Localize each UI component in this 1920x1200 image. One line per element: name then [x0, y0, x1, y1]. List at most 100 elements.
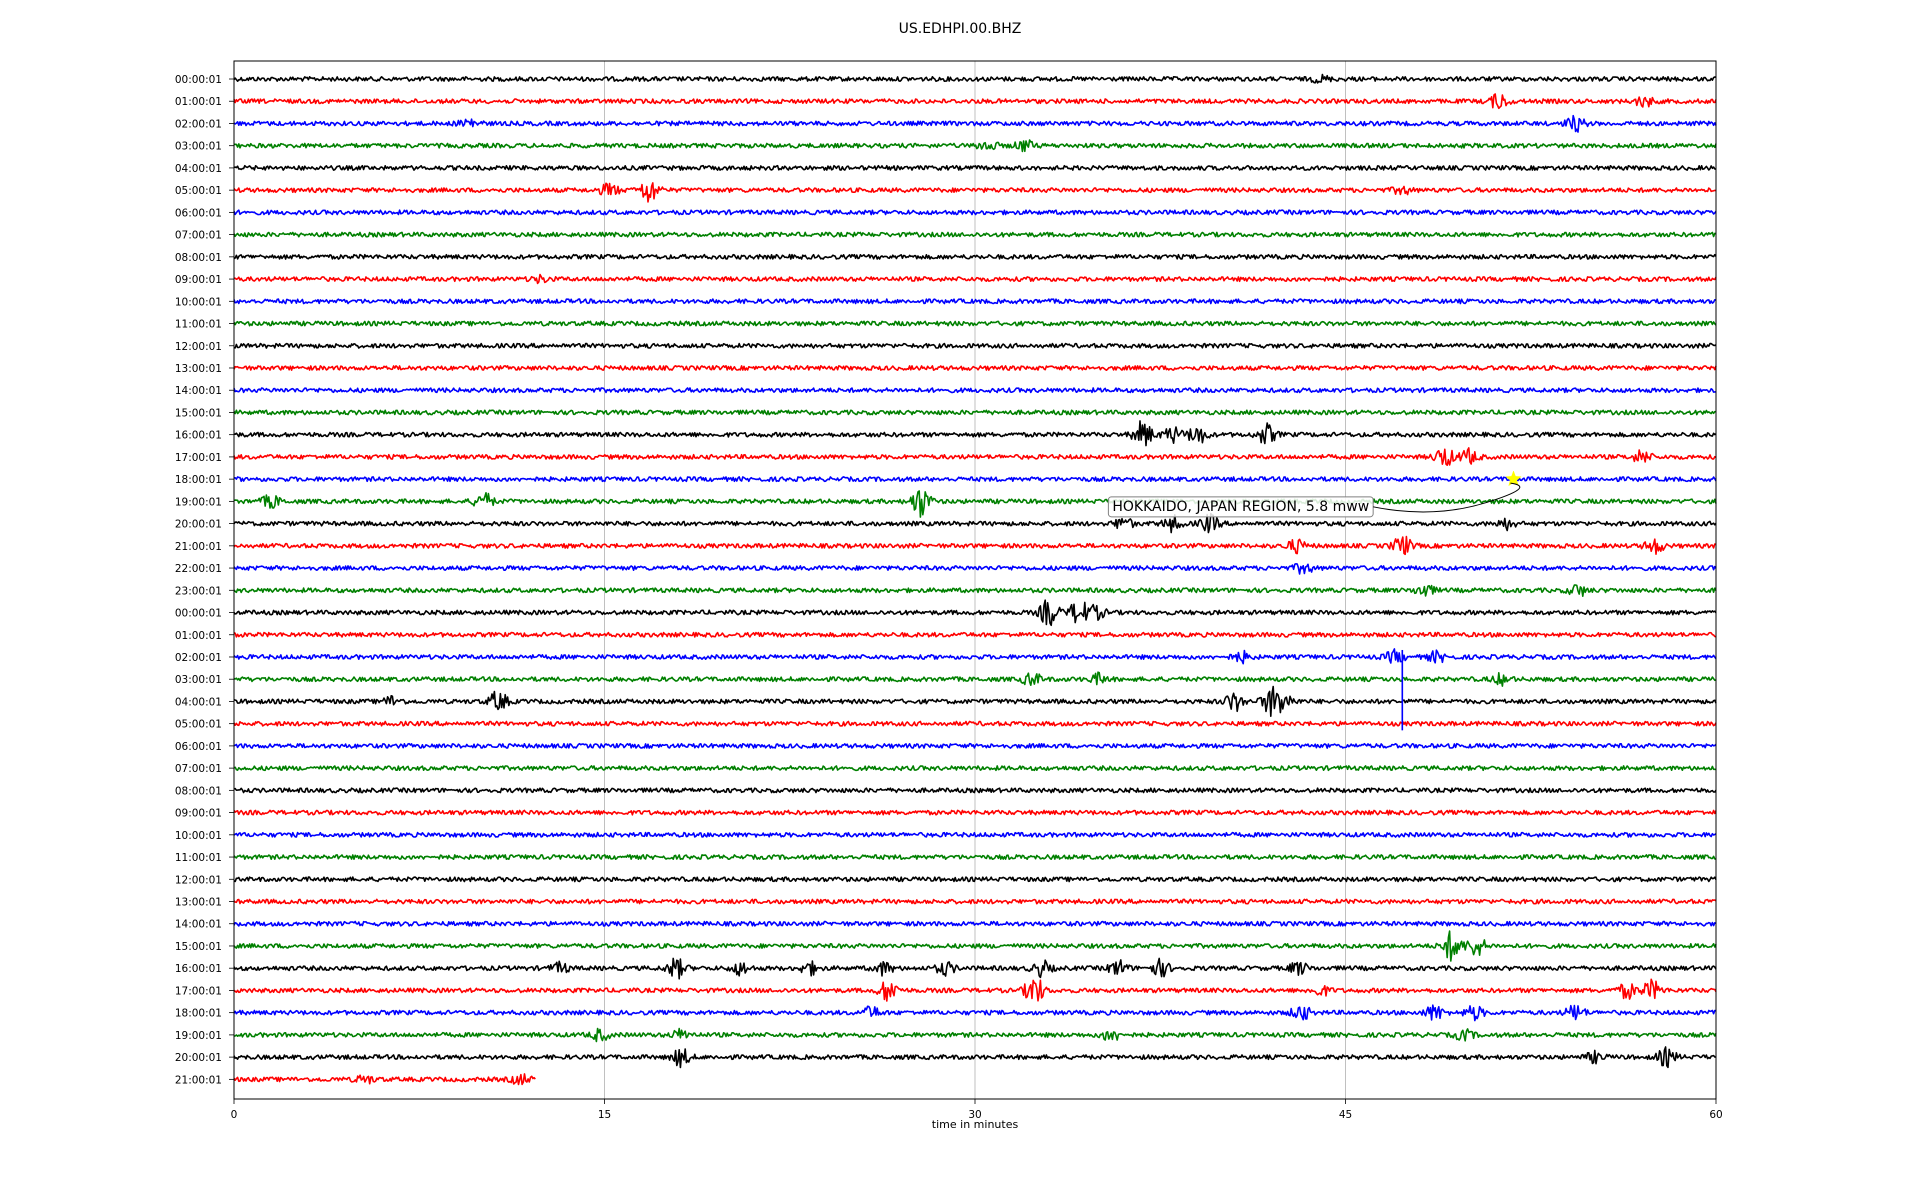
row-label-38: 14:00:01 [175, 919, 222, 931]
trace-row-25 [233, 631, 1717, 638]
event-star-marker [1505, 470, 1522, 487]
row-label-44: 20:00:01 [175, 1052, 222, 1064]
row-label-41: 17:00:01 [175, 985, 222, 997]
row-label-32: 08:00:01 [175, 785, 222, 797]
row-label-39: 15:00:01 [175, 941, 222, 953]
row-label-23: 23:00:01 [175, 585, 222, 597]
row-label-40: 16:00:01 [175, 963, 222, 975]
trace-row-40 [233, 957, 1717, 980]
trace-row-8 [233, 253, 1717, 260]
row-label-26: 02:00:01 [175, 652, 222, 664]
trace-row-38 [233, 920, 1717, 927]
row-label-33: 09:00:01 [175, 808, 222, 820]
trace-row-3 [233, 139, 1717, 153]
trace-row-19 [233, 490, 1717, 518]
trace-row-7 [233, 231, 1717, 238]
row-label-45: 21:00:01 [175, 1074, 222, 1086]
trace-row-35 [233, 854, 1717, 860]
row-label-19: 19:00:01 [175, 496, 222, 508]
trace-row-32 [233, 787, 1717, 794]
trace-row-0 [233, 73, 1717, 84]
trace-row-12 [233, 342, 1717, 349]
trace-row-5 [233, 182, 1717, 203]
x-axis-ticks: 0 15 30 45 60 [231, 1099, 1723, 1121]
row-label-37: 13:00:01 [175, 897, 222, 909]
row-label-25: 01:00:01 [175, 630, 222, 642]
trace-row-2 [233, 114, 1717, 133]
row-label-13: 13:00:01 [175, 363, 222, 375]
row-label-0: 00:00:01 [175, 74, 222, 86]
x-tick-label-3: 45 [1339, 1109, 1352, 1121]
row-label-34: 10:00:01 [175, 830, 222, 842]
trace-row-14 [233, 387, 1717, 394]
trace-row-16 [233, 420, 1717, 447]
x-tick-label-1: 15 [598, 1109, 611, 1121]
trace-row-20 [233, 512, 1717, 534]
row-label-7: 07:00:01 [175, 230, 222, 242]
x-tick-label-0: 0 [231, 1109, 238, 1121]
row-label-22: 22:00:01 [175, 563, 222, 575]
event-annotation-text: HOKKAIDO, JAPAN REGION, 5.8 mww [1112, 499, 1369, 515]
row-label-9: 09:00:01 [175, 274, 222, 286]
row-label-43: 19:00:01 [175, 1030, 222, 1042]
trace-row-44 [233, 1046, 1717, 1069]
trace-row-17 [233, 447, 1717, 466]
row-label-17: 17:00:01 [175, 452, 222, 464]
row-label-27: 03:00:01 [175, 674, 222, 686]
row-label-36: 12:00:01 [175, 874, 222, 886]
trace-row-13 [233, 365, 1717, 371]
trace-row-15 [233, 409, 1716, 416]
trace-row-24 [233, 599, 1717, 627]
row-label-12: 12:00:01 [175, 341, 222, 353]
row-label-10: 10:00:01 [175, 296, 222, 308]
row-label-11: 11:00:01 [175, 319, 222, 331]
row-label-18: 18:00:01 [175, 474, 222, 486]
trace-row-29 [233, 720, 1717, 727]
annotation-connector [1373, 482, 1521, 513]
trace-row-10 [233, 298, 1717, 305]
trace-row-33 [233, 809, 1717, 816]
row-label-20: 20:00:01 [175, 519, 222, 531]
row-label-3: 03:00:01 [175, 141, 222, 153]
trace-row-37 [233, 898, 1717, 905]
x-axis-label: time in minutes [932, 1118, 1019, 1131]
row-label-29: 05:00:01 [175, 719, 222, 731]
row-label-4: 04:00:01 [175, 163, 222, 175]
trace-row-22 [233, 563, 1717, 575]
trace-row-45 [233, 1073, 536, 1086]
marker-layer [1505, 470, 1522, 487]
row-label-42: 18:00:01 [175, 1008, 222, 1020]
row-label-31: 07:00:01 [175, 763, 222, 775]
row-label-2: 02:00:01 [175, 118, 222, 130]
row-label-16: 16:00:01 [175, 430, 222, 442]
trace-layer [233, 73, 1717, 1086]
grid-lines [604, 61, 1346, 1099]
trace-row-28 [233, 685, 1717, 717]
row-label-1: 01:00:01 [175, 96, 222, 108]
trace-row-43 [233, 1027, 1717, 1043]
trace-row-23 [233, 584, 1717, 597]
trace-row-34 [233, 831, 1717, 838]
trace-row-18 [233, 476, 1717, 483]
row-label-6: 06:00:01 [175, 207, 222, 219]
event-annotation: HOKKAIDO, JAPAN REGION, 5.8 mww [1107, 482, 1521, 518]
trace-row-27 [233, 671, 1717, 687]
trace-row-1 [233, 93, 1717, 110]
trace-row-26 [233, 648, 1717, 665]
row-label-14: 14:00:01 [175, 385, 222, 397]
trace-row-31 [233, 765, 1717, 772]
trace-row-4 [233, 164, 1717, 171]
row-label-28: 04:00:01 [175, 696, 222, 708]
x-tick-label-4: 60 [1709, 1109, 1722, 1121]
row-label-24: 00:00:01 [175, 608, 222, 620]
trace-row-9 [233, 273, 1717, 285]
trace-row-21 [233, 535, 1717, 556]
row-time-labels: 00:00:01 01:00:01 02:00:01 03:00:01 04:00:01… [175, 74, 234, 1086]
row-label-5: 05:00:01 [175, 185, 222, 197]
trace-row-30 [233, 742, 1717, 749]
trace-row-41 [233, 978, 1717, 1002]
trace-row-39 [233, 930, 1717, 962]
row-label-15: 15:00:01 [175, 407, 222, 419]
row-label-21: 21:00:01 [175, 541, 222, 553]
